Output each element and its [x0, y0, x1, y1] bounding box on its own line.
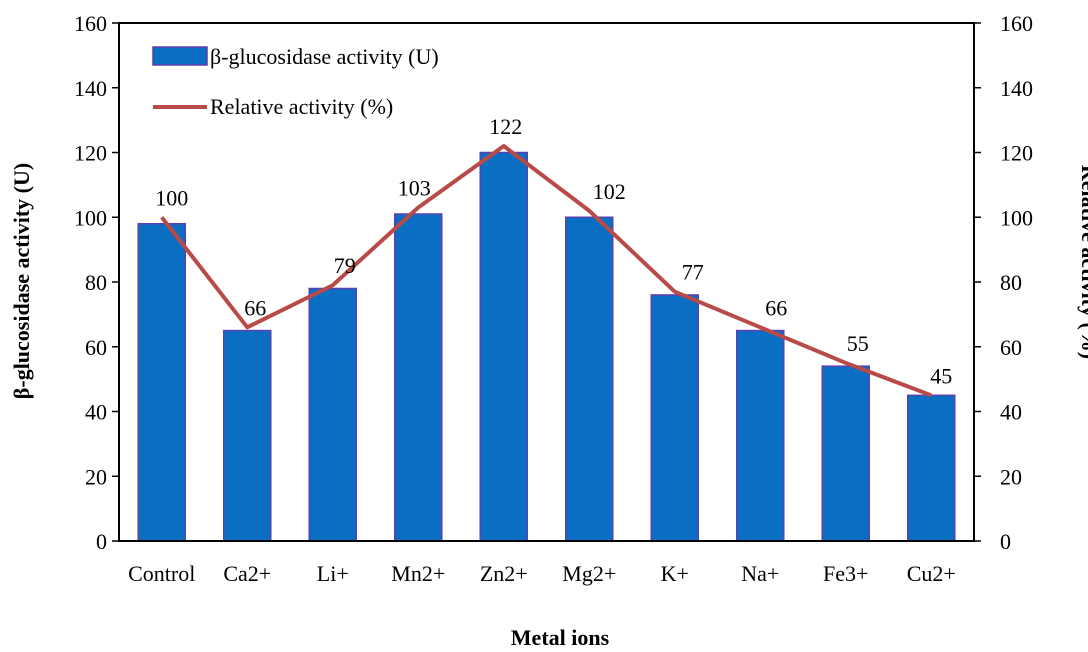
- right-tick-label-0: 0: [1000, 529, 1011, 554]
- data-label-8: 55: [847, 331, 869, 356]
- data-labels: 100 66 79 103 122 102 77 66 55 45: [155, 114, 952, 388]
- data-label-3: 103: [398, 176, 431, 201]
- right-tick-label-6: 120: [1000, 141, 1033, 166]
- data-label-2: 79: [334, 253, 356, 278]
- x-axis-title: Metal ions: [511, 625, 610, 650]
- right-tick-label-3: 60: [1000, 335, 1022, 360]
- y-axis-title-right: Relative activity (%): [1077, 165, 1088, 359]
- bar-5: [564, 216, 614, 542]
- category-label-9: Cu2+: [907, 561, 956, 586]
- left-tick-label-8: 160: [74, 11, 107, 36]
- category-label-0: Control: [128, 561, 195, 586]
- bar-9: [906, 394, 956, 542]
- data-label-5: 102: [593, 179, 626, 204]
- category-label-7: Na+: [741, 561, 779, 586]
- left-tick-label-1: 20: [85, 464, 107, 489]
- right-tick-label-5: 100: [1000, 205, 1033, 230]
- category-label-3: Mn2+: [391, 561, 445, 586]
- legend-label-bar: β-glucosidase activity (U): [210, 44, 439, 69]
- data-label-9: 45: [930, 363, 952, 388]
- category-label-5: Mg2+: [562, 561, 616, 586]
- left-tick-label-0: 0: [96, 529, 107, 554]
- bar-1: [222, 329, 272, 542]
- line-layer: [160, 144, 932, 398]
- right-tick-label-8: 160: [1000, 11, 1033, 36]
- data-label-1: 66: [244, 295, 266, 320]
- bar-8: [821, 365, 871, 542]
- data-label-7: 66: [765, 295, 787, 320]
- data-label-6: 77: [682, 260, 704, 285]
- right-tick-label-7: 140: [1000, 76, 1033, 101]
- category-label-4: Zn2+: [480, 561, 528, 586]
- left-tick-label-7: 140: [74, 76, 107, 101]
- category-label-1: Ca2+: [223, 561, 271, 586]
- legend-swatch-bar: [152, 46, 208, 66]
- relative-activity-line: [160, 144, 932, 398]
- legend-label-line: Relative activity (%): [210, 94, 393, 119]
- category-label-8: Fe3+: [823, 561, 868, 586]
- right-tick-label-1: 20: [1000, 464, 1022, 489]
- bar-3: [393, 213, 443, 542]
- bars-layer: [137, 151, 956, 542]
- y-axis-title-left: β-glucosidase activity (U): [9, 163, 34, 399]
- left-tick-label-2: 40: [85, 400, 107, 425]
- right-axis-ticks: 0 20 40 60 80 100 120 140 160: [974, 11, 1033, 554]
- category-label-2: Li+: [317, 561, 349, 586]
- legend: β-glucosidase activity (U) Relative acti…: [152, 44, 439, 119]
- data-label-4: 122: [489, 114, 522, 139]
- left-tick-label-3: 60: [85, 335, 107, 360]
- data-label-0: 100: [155, 185, 188, 210]
- category-labels: Control Ca2+ Li+ Mn2+ Zn2+ Mg2+ K+ Na+ Fe3+ Cu2+: [128, 561, 956, 586]
- right-tick-label-2: 40: [1000, 400, 1022, 425]
- bar-6: [650, 294, 700, 542]
- bar-2: [308, 287, 358, 542]
- left-tick-label-6: 120: [74, 141, 107, 166]
- left-axis-ticks: 0 20 40 60 80 100 120 140 160: [74, 11, 119, 554]
- left-tick-label-5: 100: [74, 205, 107, 230]
- bar-7: [735, 329, 785, 542]
- bar-0: [137, 222, 187, 542]
- bar-4: [479, 151, 529, 542]
- category-label-6: K+: [661, 561, 689, 586]
- left-tick-label-4: 80: [85, 270, 107, 295]
- right-tick-label-4: 80: [1000, 270, 1022, 295]
